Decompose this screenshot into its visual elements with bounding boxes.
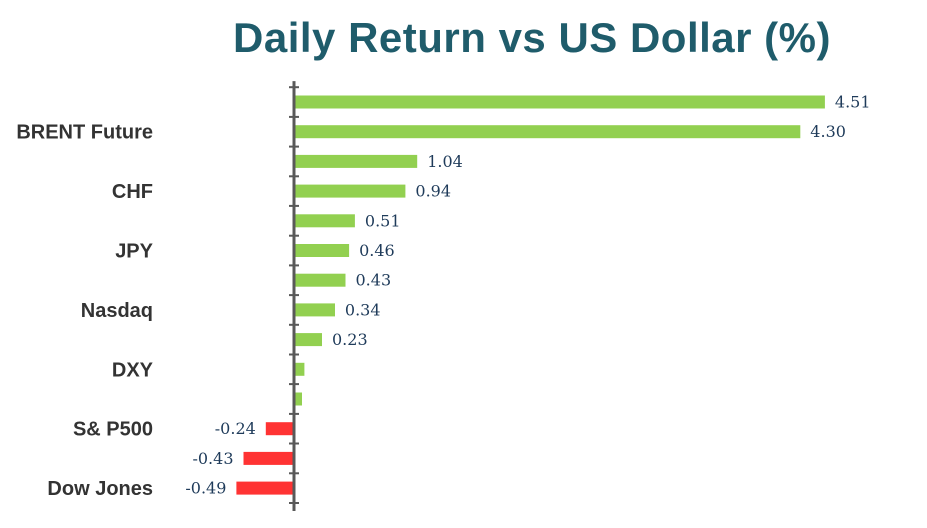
category-label-1: BRENT Future [16, 122, 153, 144]
bar-11 [265, 422, 294, 436]
category-label-11: S& P500 [73, 419, 153, 441]
value-label-0: 4.51 [835, 93, 871, 112]
category-label-5: JPY [115, 241, 153, 263]
labels-layer: 4.51 4.30 BRENT Future 1.04 0.94 CHF 0.51 0.46 J… [16, 93, 870, 501]
bar-5 [295, 244, 350, 257]
category-label-3: CHF [112, 181, 153, 203]
bar-9 [295, 362, 305, 376]
bar-8 [295, 333, 322, 347]
bar-0 [295, 95, 825, 109]
category-axis [289, 81, 299, 511]
value-label-1: 4.30 [810, 122, 846, 141]
bar-10 [295, 392, 302, 406]
bar-4 [295, 214, 355, 228]
bar-12 [243, 451, 294, 465]
bar-13 [236, 481, 294, 495]
value-label-5: 0.46 [359, 241, 395, 260]
bars-layer [236, 95, 825, 495]
value-label-12: -0.43 [192, 449, 233, 468]
bar-1 [295, 125, 801, 139]
value-label-4: 0.51 [365, 211, 401, 230]
value-label-3: 0.94 [415, 182, 451, 201]
bar-2 [295, 154, 418, 168]
value-label-7: 0.34 [345, 300, 381, 319]
bar-6 [295, 273, 346, 287]
category-label-9: DXY [112, 359, 154, 381]
value-label-13: -0.49 [185, 479, 226, 498]
bar-3 [295, 184, 406, 198]
value-label-6: 0.43 [356, 271, 392, 290]
value-label-2: 1.04 [427, 152, 463, 171]
category-label-7: Nasdaq [81, 300, 153, 322]
value-label-11: -0.24 [215, 419, 256, 438]
category-label-13: Dow Jones [47, 478, 153, 500]
value-label-8: 0.23 [332, 330, 368, 349]
bar-7 [295, 303, 335, 317]
chart-title: Daily Return vs US Dollar (%) [233, 14, 831, 61]
